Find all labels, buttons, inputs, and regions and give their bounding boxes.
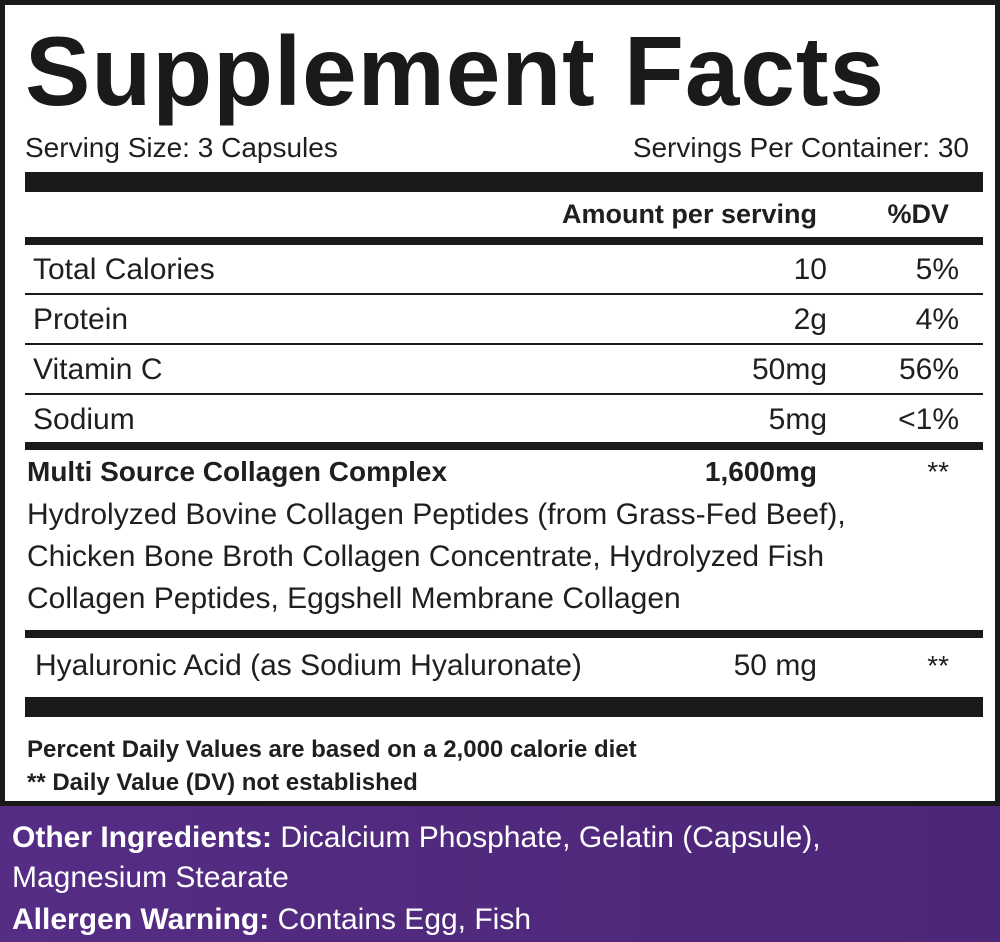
row-divider — [25, 343, 983, 345]
serving-size: Serving Size: 3 Capsules — [25, 132, 338, 163]
blend-ingredients-line: Hydrolyzed Bovine Collagen Peptides (fro… — [27, 498, 846, 531]
nutrient-amount: 2g — [793, 303, 827, 336]
nutrient-name: Vitamin C — [33, 353, 163, 386]
allergen-warning-text: Contains Egg, Fish — [269, 903, 532, 936]
blend-divider — [25, 442, 983, 450]
footnote-daily-values: Percent Daily Values are based on a 2,00… — [27, 736, 637, 763]
hyaluronic-name: Hyaluronic Acid (as Sodium Hyaluronate) — [35, 649, 582, 682]
blend-ingredients: Hydrolyzed Bovine Collagen Peptides (fro… — [27, 494, 977, 620]
other-ingredients-line: Magnesium Stearate — [12, 861, 289, 894]
servings-per-container: Servings Per Container: 30 — [632, 132, 969, 163]
allergen-warning-line: Allergen Warning: Contains Egg, Fish — [12, 900, 531, 940]
nutrient-name: Total Calories — [33, 253, 215, 286]
other-ingredients-label: Other Ingredients: — [12, 821, 273, 854]
thick-divider-top — [25, 172, 983, 192]
blend-amount: 1,600mg — [704, 456, 817, 487]
label-title: Supplement Facts — [25, 16, 886, 126]
nutrient-amount: 10 — [793, 253, 827, 286]
nutrient-amount: 5mg — [768, 403, 827, 436]
supplement-facts-panel: Supplement Facts Serving Size: 3 Capsule… — [0, 0, 1000, 806]
nutrient-row: Sodium 5mg <1% — [25, 395, 983, 445]
row-divider — [25, 393, 983, 395]
nutrient-row: Vitamin C 50mg 56% — [25, 345, 983, 395]
allergen-warning-label: Allergen Warning: — [12, 903, 270, 936]
other-ingredients-banner: Other Ingredients: Dicalcium Phosphate, … — [0, 806, 1000, 942]
nutrient-dv: 56% — [898, 353, 959, 386]
blend-name: Multi Source Collagen Complex — [27, 456, 448, 487]
row-divider — [25, 293, 983, 295]
nutrient-row: Total Calories 10 5% — [25, 245, 983, 295]
other-ingredients-text: Dicalcium Phosphate, Gelatin (Capsule), — [272, 821, 821, 854]
nutrient-dv: 4% — [915, 303, 959, 336]
other-ingredients-line: Other Ingredients: Dicalcium Phosphate, … — [12, 818, 821, 858]
nutrient-name: Protein — [33, 303, 129, 336]
header-amount-per-serving: Amount per serving — [561, 199, 817, 229]
header-daily-value: %DV — [887, 199, 949, 229]
nutrient-amount: 50mg — [751, 353, 827, 386]
hyaluronic-dv: ** — [927, 650, 949, 681]
footnote-dv-not-established: ** Daily Value (DV) not established — [27, 769, 418, 796]
nutrient-dv: 5% — [915, 253, 959, 286]
blend-ingredients-line: Chicken Bone Broth Collagen Concentrate,… — [27, 540, 825, 573]
hyaluronic-amount: 50 mg — [733, 649, 817, 682]
header-divider — [25, 237, 983, 245]
nutrient-name: Sodium — [33, 403, 135, 436]
blend-ingredients-line: Collagen Peptides, Eggshell Membrane Col… — [27, 582, 681, 615]
blend-dv: ** — [927, 456, 949, 487]
hyaluronic-divider — [25, 630, 983, 638]
nutrient-row: Protein 2g 4% — [25, 295, 983, 345]
nutrient-dv: <1% — [898, 403, 959, 436]
thick-divider-bottom — [25, 697, 983, 717]
